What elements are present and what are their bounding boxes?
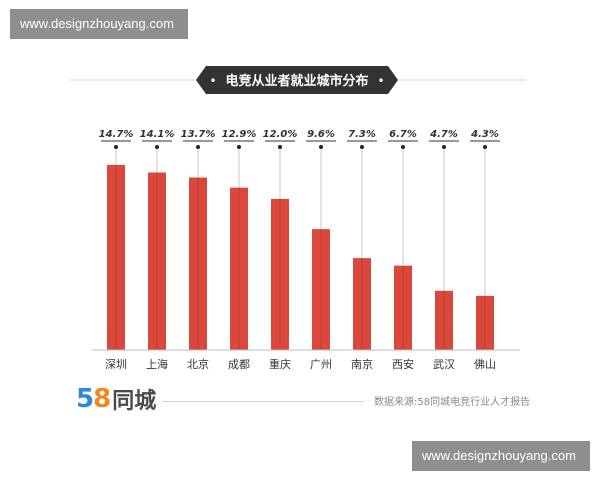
category-label-9: 佛山	[474, 358, 496, 371]
category-label-6: 南京	[351, 357, 373, 371]
value-label-6: 7.3%	[348, 129, 376, 140]
watermark-bottom: www.designzhouyang.com	[412, 441, 590, 471]
bar-stripe-6	[361, 258, 363, 350]
category-label-3: 成都	[228, 358, 250, 371]
leader-dot-5	[319, 145, 323, 149]
value-label-2: 13.7%	[181, 129, 216, 140]
logo-digit-eight: 8	[93, 384, 111, 414]
bar-stripe-9	[484, 295, 486, 350]
category-label-8: 武汉	[433, 358, 455, 371]
category-label-7: 西安	[392, 357, 414, 371]
logo-text: 同城	[112, 389, 157, 414]
bars-layer: 14.7% 深圳 14.1% 上海 13.7% 北京 12.9% 成都 12.0% 重庆 9.6% 广…	[99, 129, 500, 371]
value-label-8: 4.7%	[429, 129, 458, 140]
value-label-1: 14.1%	[140, 129, 175, 140]
category-label-1: 上海	[146, 357, 168, 371]
leader-dot-4	[278, 145, 282, 149]
category-label-4: 重庆	[269, 357, 291, 371]
leader-dot-2	[196, 145, 200, 149]
bar-stripe-4	[279, 198, 281, 350]
leader-dot-8	[442, 145, 446, 149]
category-label-2: 北京	[187, 357, 209, 371]
leader-dot-6	[360, 145, 364, 149]
bar-stripe-0	[115, 164, 117, 350]
leader-dot-0	[114, 145, 118, 149]
title-banner	[196, 66, 398, 94]
58-tongcheng-logo: 5 8 同城	[76, 383, 156, 415]
value-label-7: 6.7%	[389, 129, 417, 140]
bar-stripe-8	[443, 290, 445, 350]
category-label-5: 广州	[310, 358, 332, 371]
bar-stripe-2	[197, 177, 199, 350]
footer-divider	[162, 401, 364, 402]
watermark-top: www.designzhouyang.com	[10, 9, 188, 39]
value-label-0: 14.7%	[99, 129, 134, 140]
chart-title: 电竞从业者就业城市分布	[225, 73, 368, 89]
leader-dot-9	[483, 145, 487, 149]
value-label-4: 12.0%	[263, 129, 298, 140]
bar-stripe-5	[320, 229, 322, 350]
value-label-3: 12.9%	[222, 129, 257, 140]
category-label-0: 深圳	[105, 358, 127, 371]
leader-dot-3	[237, 145, 241, 149]
leader-dot-1	[155, 145, 159, 149]
bar-stripe-7	[402, 265, 404, 350]
value-label-5: 9.6%	[307, 129, 335, 140]
bar-stripe-3	[238, 187, 240, 350]
title-bullet-left: •	[209, 74, 216, 88]
value-label-9: 4.3%	[470, 129, 499, 140]
data-source-note: 数据来源:58同城电竞行业人才报告	[374, 397, 531, 408]
title-bullet-right: •	[377, 74, 384, 88]
logo-digit-five: 5	[76, 384, 94, 414]
bar-stripe-1	[156, 172, 158, 350]
leader-dot-7	[401, 145, 405, 149]
